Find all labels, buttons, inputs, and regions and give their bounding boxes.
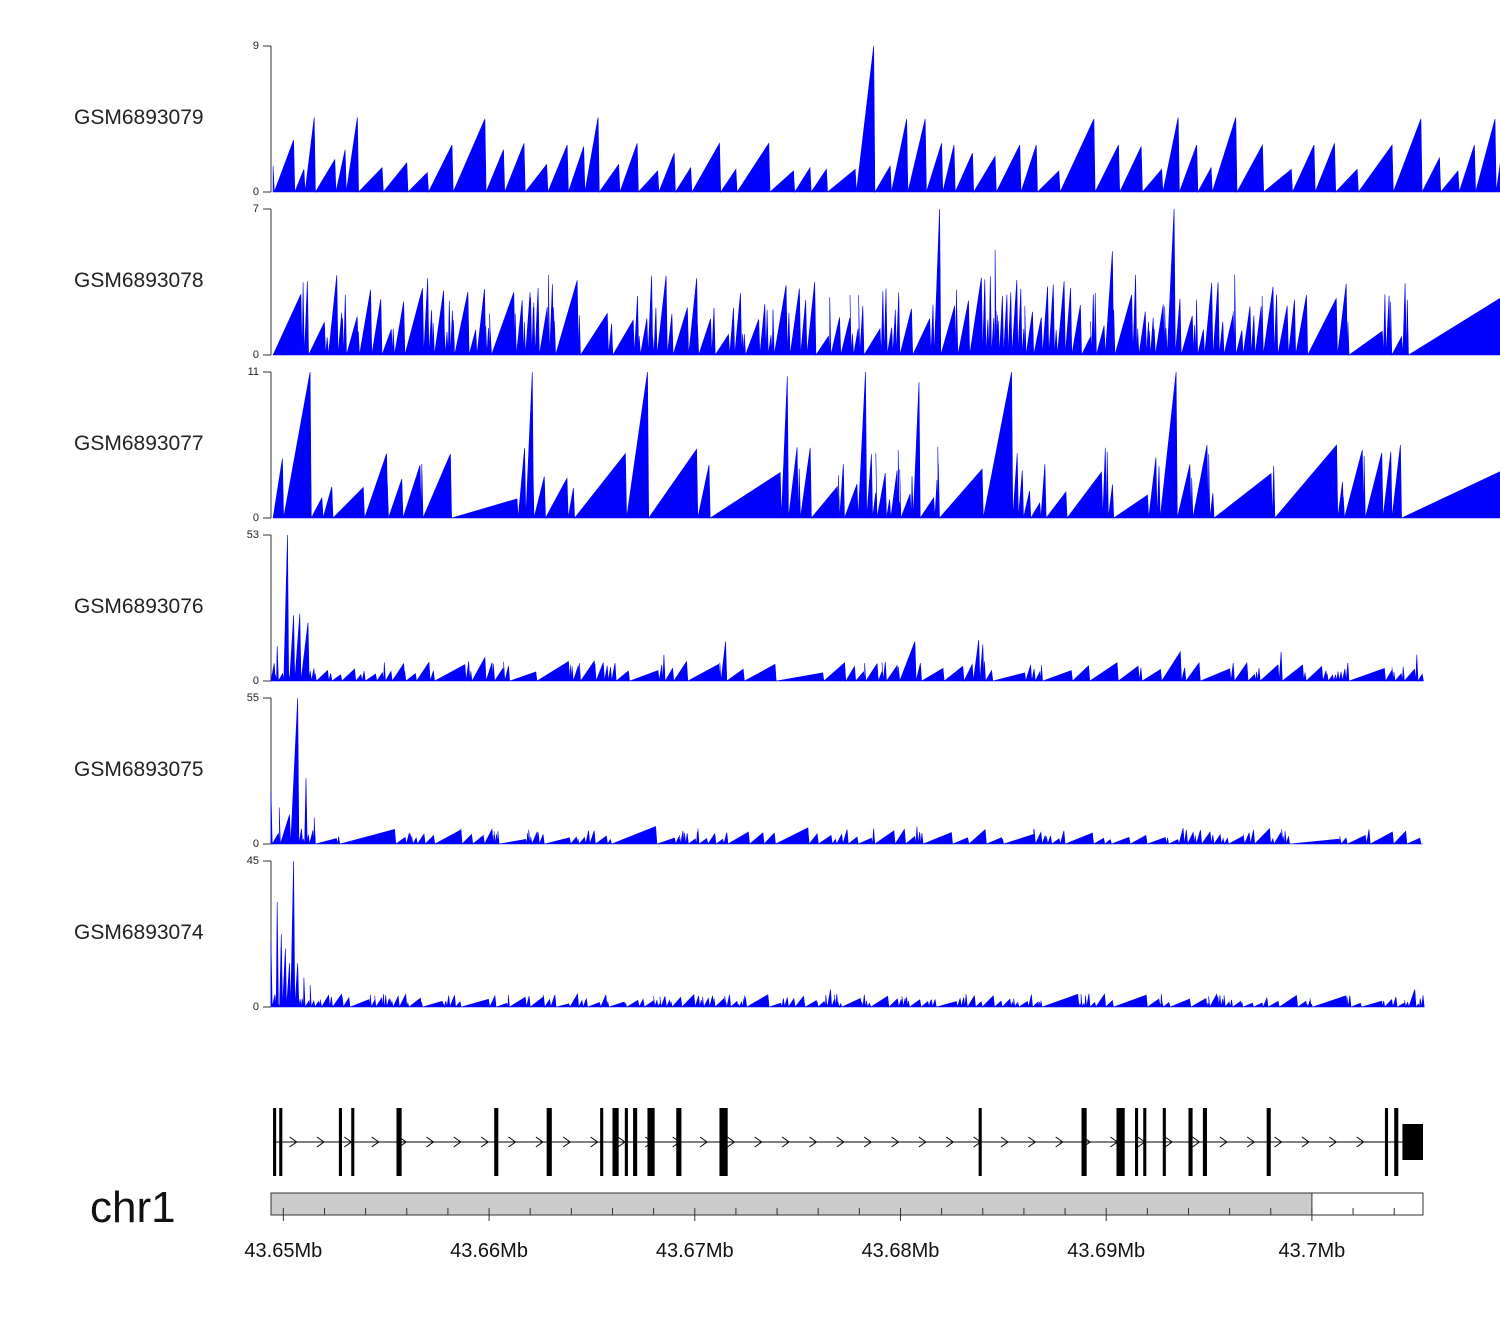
- x-tick-label: 43.67Mb: [656, 1240, 734, 1262]
- strand-arrow: [945, 1136, 955, 1148]
- exon: [1135, 1108, 1139, 1176]
- exon: [494, 1108, 499, 1176]
- exon: [351, 1108, 355, 1176]
- y-tick-label-max: 45: [247, 855, 259, 867]
- exon: [1384, 1108, 1389, 1176]
- exon: [1143, 1108, 1147, 1176]
- strand-arrow: [1055, 1136, 1064, 1148]
- ideogram-highlight: [270, 1192, 1313, 1216]
- strand-arrow: [289, 1136, 298, 1148]
- strand-arrow: [371, 1136, 380, 1148]
- strand-arrow: [453, 1136, 462, 1148]
- strand-arrow: [480, 1136, 490, 1148]
- strand-arrow: [426, 1136, 435, 1148]
- y-tick-label-min: 0: [253, 675, 259, 687]
- track-GSM6893077: GSM6893077 11 0: [74, 366, 1500, 524]
- exon: [1162, 1108, 1166, 1176]
- strand-arrow: [1219, 1136, 1228, 1148]
- strand-arrow: [781, 1136, 790, 1148]
- gene-model-track: [273, 1108, 1423, 1176]
- track-label: GSM6893075: [74, 758, 204, 781]
- exon: [338, 1108, 342, 1176]
- y-tick-label-max: 7: [253, 203, 259, 215]
- y-tick-label-max: 53: [247, 529, 259, 541]
- track-label: GSM6893077: [74, 432, 204, 455]
- coverage-area: [270, 860, 1425, 1009]
- strand-arrow: [316, 1136, 325, 1148]
- chromosome-label: chr1: [90, 1183, 176, 1232]
- coverage-tracks: GSM689307990GSM689307870GSM6893077110GSM…: [74, 40, 1500, 1013]
- y-tick-label-min: 0: [253, 512, 259, 524]
- strand-arrow: [1028, 1136, 1037, 1148]
- exon: [546, 1108, 552, 1176]
- exon: [1266, 1108, 1271, 1176]
- exon: [978, 1108, 982, 1176]
- track-GSM6893076: GSM6893076 53 0: [74, 529, 1424, 687]
- track-GSM6893079: GSM6893079 9 0: [74, 40, 1500, 198]
- strand-arrow: [836, 1136, 845, 1148]
- exon: [647, 1108, 655, 1176]
- strand-arrow: [809, 1136, 818, 1148]
- genome-axis: chr1 43.65Mb 43.66Mb 43.67Mb 43.68Mb 43.69Mb…: [90, 1183, 1424, 1262]
- exon: [612, 1108, 619, 1176]
- coverage-area: [272, 208, 1500, 357]
- track-label: GSM6893079: [74, 106, 204, 129]
- strand-arrow: [1329, 1136, 1338, 1148]
- strand-arrow: [535, 1136, 544, 1148]
- strand-arrow: [1356, 1136, 1365, 1148]
- exon: [273, 1108, 277, 1176]
- exon: [279, 1108, 283, 1176]
- x-tick-label: 43.66Mb: [450, 1240, 528, 1262]
- y-tick-label-max: 11: [248, 366, 259, 378]
- coverage-area: [272, 45, 1500, 194]
- exon: [624, 1108, 628, 1176]
- x-tick-label: 43.68Mb: [862, 1240, 940, 1262]
- y-tick-label-min: 0: [253, 838, 259, 850]
- track-GSM6893075: GSM6893075 55 0: [74, 692, 1423, 850]
- strand-arrow: [891, 1136, 900, 1148]
- y-tick-label-max: 9: [253, 40, 259, 52]
- strand-arrow: [1164, 1136, 1174, 1148]
- track-GSM6893074: GSM6893074 45 0: [74, 855, 1425, 1013]
- y-tick-label-min: 0: [253, 349, 259, 361]
- exon: [396, 1108, 402, 1176]
- strand-arrow: [699, 1136, 708, 1148]
- strand-arrow: [1246, 1136, 1256, 1148]
- strand-arrow: [508, 1136, 517, 1148]
- strand-arrow: [754, 1136, 763, 1148]
- x-tick-label: 43.7Mb: [1279, 1240, 1346, 1262]
- strand-arrow: [1000, 1136, 1009, 1148]
- exon: [719, 1108, 728, 1176]
- exon: [1188, 1108, 1193, 1176]
- strand-arrow: [562, 1136, 572, 1148]
- x-tick-label: 43.69Mb: [1067, 1240, 1145, 1262]
- exon: [676, 1108, 682, 1176]
- strand-arrow: [590, 1136, 599, 1148]
- exon: [1394, 1108, 1399, 1176]
- strand-arrow: [863, 1136, 873, 1148]
- strand-arrow: [1274, 1136, 1283, 1148]
- strand-arrow: [918, 1136, 927, 1148]
- track-label: GSM6893076: [74, 595, 204, 618]
- track-GSM6893078: GSM6893078 7 0: [74, 203, 1500, 361]
- y-tick-label-max: 55: [247, 692, 259, 704]
- y-tick-label-min: 0: [253, 186, 259, 198]
- exon: [600, 1108, 604, 1176]
- exon: [1116, 1108, 1125, 1176]
- exon: [1081, 1108, 1087, 1176]
- strand-arrow: [1192, 1136, 1201, 1148]
- x-tick-label: 43.65Mb: [244, 1240, 322, 1262]
- track-label: GSM6893078: [74, 269, 204, 292]
- y-tick-label-min: 0: [253, 1001, 259, 1013]
- exon: [1202, 1108, 1207, 1176]
- track-label: GSM6893074: [74, 921, 204, 944]
- strand-arrow: [1301, 1136, 1310, 1148]
- exon: [633, 1108, 638, 1176]
- coverage-area: [272, 371, 1500, 520]
- exon: [1402, 1124, 1423, 1160]
- strand-arrow: [727, 1136, 736, 1148]
- coverage-area: [270, 697, 1423, 846]
- coverage-area: [270, 534, 1424, 683]
